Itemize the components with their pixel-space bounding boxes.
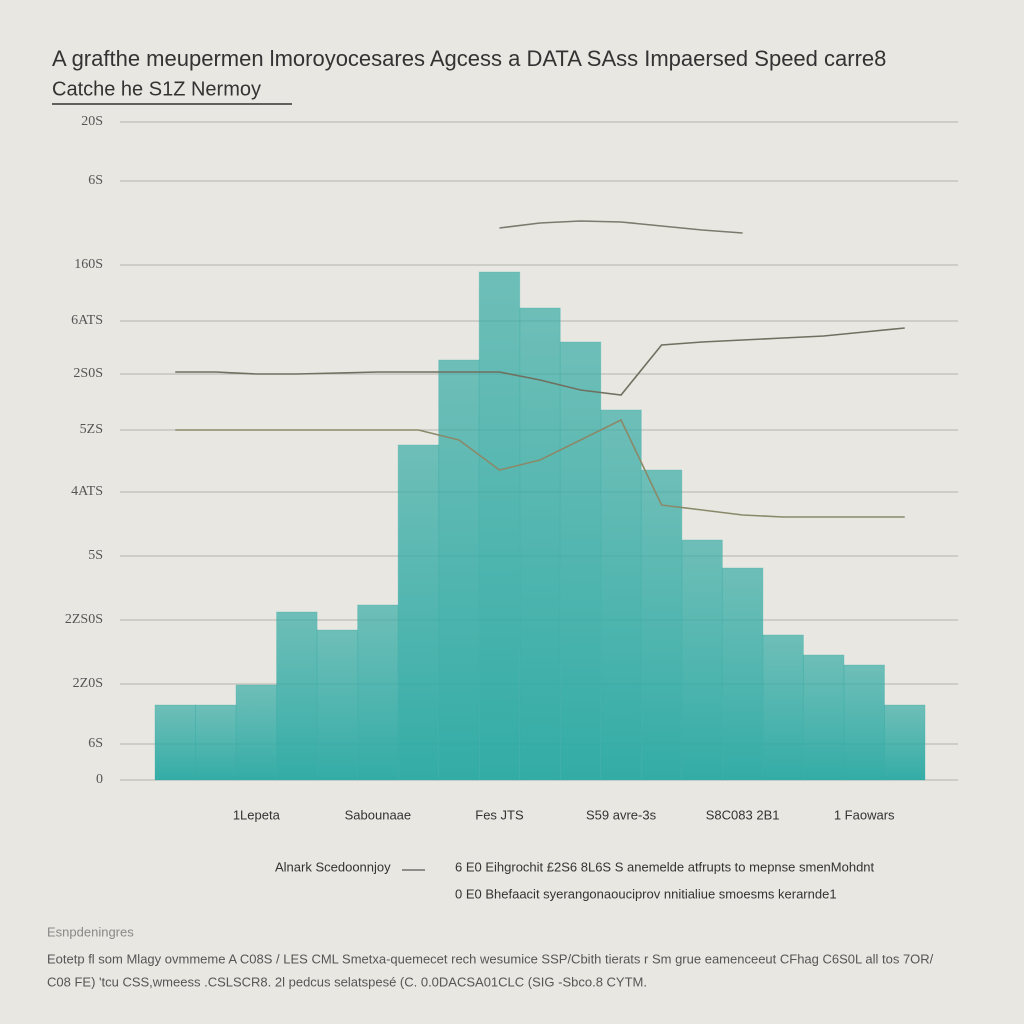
annotation: 6 E0 Eihgrochit £2S6 8L6S S anemelde atf… [455,859,875,874]
legend-label: Alnark Scedoonnjoy [275,859,391,874]
y-tick-label: 5S [88,548,103,563]
x-tick-label: S8C083 2B1 [706,807,780,822]
y-tick-label: 4ATS [71,484,103,499]
bar [600,409,642,781]
footnote: Eotetp fl som Mlagy ovmmeme A C08S / LES… [47,951,934,966]
y-tick-label: 5ZS [80,422,103,437]
bar [721,567,764,781]
bar [397,444,440,781]
footnote: C08 FE) 'tcu CSS,wmeess .CSLSCR8. 2l ped… [47,974,647,989]
footnote-title: Esnpdeningres [47,924,134,939]
bar [357,604,399,781]
y-tick-label: 6ATS [71,313,103,328]
bar [195,704,237,781]
bar [438,359,480,781]
bar [478,271,521,781]
bar [316,629,359,781]
bar [843,664,885,781]
bar [883,704,926,781]
chart-subtitle: Catche he S1Z Nermoy [52,78,261,100]
bar [681,539,723,781]
y-tick-label: 160S [74,257,103,272]
x-tick-label: S59 avre-3s [586,807,657,822]
bar [762,634,804,781]
y-tick-label: 20S [81,114,103,129]
line-series [175,327,905,396]
x-tick-label: Fes JTS [475,807,524,822]
line-series [175,418,905,518]
x-tick-label: 1 Faowars [834,807,895,822]
bar [235,684,278,781]
x-tick-label: 1Lepeta [233,807,281,822]
bar [559,341,602,781]
bar [802,654,845,781]
y-tick-label: 0 [96,772,103,787]
bar [640,469,683,781]
x-tick-label: Sabounaae [345,807,412,822]
y-tick-label: 6S [88,173,103,188]
chart-title: A grafthe meupermen lmoroyocesares Agces… [52,46,886,71]
line-series [499,220,743,234]
bar [276,611,318,781]
y-tick-label: 6S [88,736,103,751]
y-tick-label: 2Z0S [73,676,103,691]
y-tick-label: 2ZS0S [65,612,103,627]
annotation: 0 E0 Bhefaacit syerangonaouciprov nnitia… [455,886,837,901]
y-tick-label: 2S0S [73,366,103,381]
bar [154,704,197,781]
bar [519,307,561,781]
